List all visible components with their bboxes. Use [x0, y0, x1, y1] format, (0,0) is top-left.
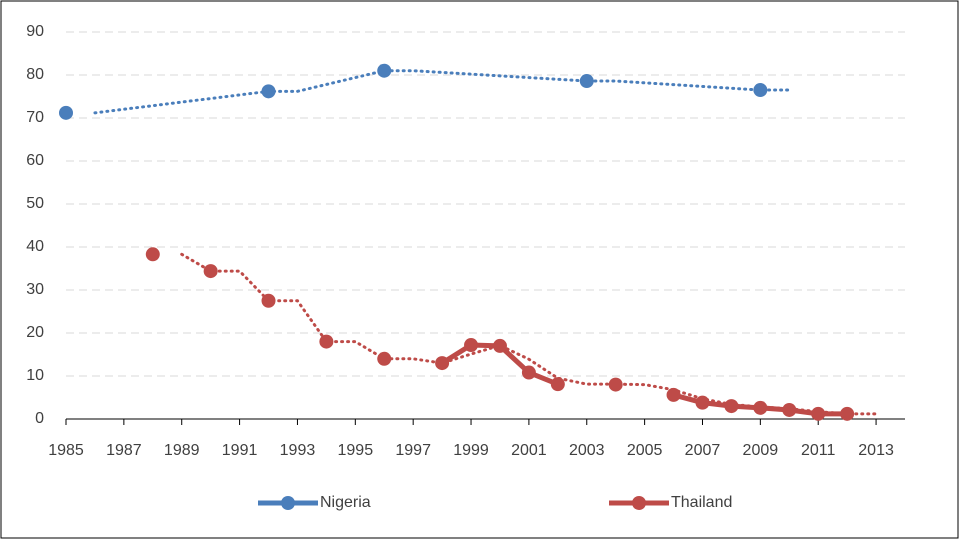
x-tick-label: 1997 — [395, 442, 431, 459]
data-point — [435, 356, 450, 371]
data-point — [521, 365, 536, 380]
data-point — [579, 74, 594, 89]
data-point — [753, 83, 768, 98]
data-point — [59, 105, 73, 120]
legend-marker — [632, 496, 646, 510]
x-tick-label: 2005 — [627, 442, 663, 459]
x-tick-label: 2011 — [801, 442, 836, 459]
x-tick-label: 2013 — [858, 442, 894, 459]
legend-label: Thailand — [671, 494, 732, 511]
x-tick-label: 2009 — [743, 442, 779, 459]
x-tick-label: 1985 — [48, 442, 84, 459]
y-tick-label: 30 — [26, 281, 44, 298]
data-point — [753, 400, 768, 415]
x-tick-label: 1995 — [338, 442, 374, 459]
x-tick-label: 2003 — [569, 442, 605, 459]
data-point — [377, 351, 392, 366]
legend-marker — [281, 496, 295, 510]
data-point — [608, 377, 623, 392]
x-tick-label: 2007 — [685, 442, 721, 459]
legend-label: Nigeria — [320, 494, 371, 511]
x-tick-label: 2001 — [511, 442, 547, 459]
data-point — [203, 264, 218, 279]
trendline — [93, 69, 791, 115]
x-tick-label: 1991 — [222, 442, 258, 459]
y-tick-label: 40 — [26, 238, 44, 255]
data-point — [695, 395, 710, 410]
data-point — [492, 338, 507, 353]
y-tick-label: 50 — [26, 195, 44, 212]
data-point — [464, 338, 479, 353]
data-point — [145, 247, 160, 262]
data-point — [550, 377, 565, 392]
data-point — [261, 293, 276, 308]
data-point — [377, 63, 392, 78]
x-tick-label: 1999 — [453, 442, 489, 459]
x-tick-label: 1993 — [280, 442, 316, 459]
y-tick-label: 90 — [26, 23, 44, 40]
x-tick-label: 1989 — [164, 442, 200, 459]
data-point — [724, 399, 739, 414]
y-tick-label: 0 — [35, 410, 44, 427]
y-tick-label: 70 — [26, 109, 44, 126]
y-tick-label: 20 — [26, 324, 44, 341]
y-tick-label: 80 — [26, 66, 44, 83]
data-point — [782, 402, 797, 417]
x-tick-label: 1987 — [106, 442, 142, 459]
data-point — [319, 334, 334, 349]
data-point — [840, 406, 855, 421]
data-point — [811, 406, 826, 421]
y-tick-label: 10 — [26, 367, 44, 384]
data-point — [666, 387, 681, 402]
data-point — [261, 84, 276, 99]
y-tick-label: 60 — [26, 152, 44, 169]
